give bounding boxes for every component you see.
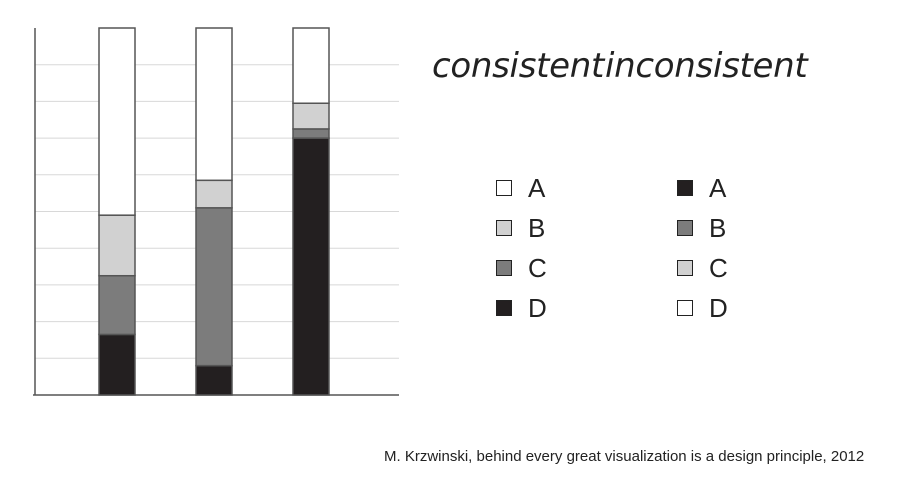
legend-swatch [677, 260, 693, 276]
bar-segment-d [195, 364, 233, 396]
legend-item: C [677, 248, 728, 288]
heading-consistent: consistent [432, 46, 605, 86]
legend-swatch [496, 220, 512, 236]
bar-segment-b [292, 102, 330, 130]
citation: M. Krzwinski, behind every great visuali… [384, 448, 865, 465]
legend-item: B [496, 208, 547, 248]
legend-label: B [528, 212, 546, 243]
bar-segment-c [195, 207, 233, 367]
legend-label: C [709, 252, 728, 283]
legend-item: A [677, 168, 728, 208]
legend-swatch [496, 180, 512, 196]
bar-segment-d [98, 333, 136, 396]
legend-swatch [496, 300, 512, 316]
legend-item: C [496, 248, 547, 288]
bar-segment-d [292, 137, 330, 396]
heading-inconsistent: inconsistent [605, 46, 808, 86]
legend-swatch [677, 180, 693, 196]
legend-item: D [677, 288, 728, 328]
legend-swatch [677, 300, 693, 316]
legend-label: D [528, 292, 547, 323]
bars [98, 27, 330, 396]
bar-segment-c [292, 128, 330, 139]
legend-label: A [528, 172, 546, 203]
bar-segment-a [195, 27, 233, 182]
legend-consistent: A B C D [496, 168, 547, 328]
bar-segment-a [292, 27, 330, 104]
legend-inconsistent: A B C D [677, 168, 728, 328]
legend-item: A [496, 168, 547, 208]
legend-swatch [496, 260, 512, 276]
bar-segment-b [98, 214, 136, 277]
bar-segment-c [98, 274, 136, 336]
bar-segment-b [195, 179, 233, 209]
legend-label: C [528, 252, 547, 283]
legend-item: D [496, 288, 547, 328]
bar-segment-a [98, 27, 136, 216]
legend-label: D [709, 292, 728, 323]
legend-swatch [677, 220, 693, 236]
legend-label: B [709, 212, 727, 243]
legend-label: A [709, 172, 727, 203]
legend-item: B [677, 208, 728, 248]
